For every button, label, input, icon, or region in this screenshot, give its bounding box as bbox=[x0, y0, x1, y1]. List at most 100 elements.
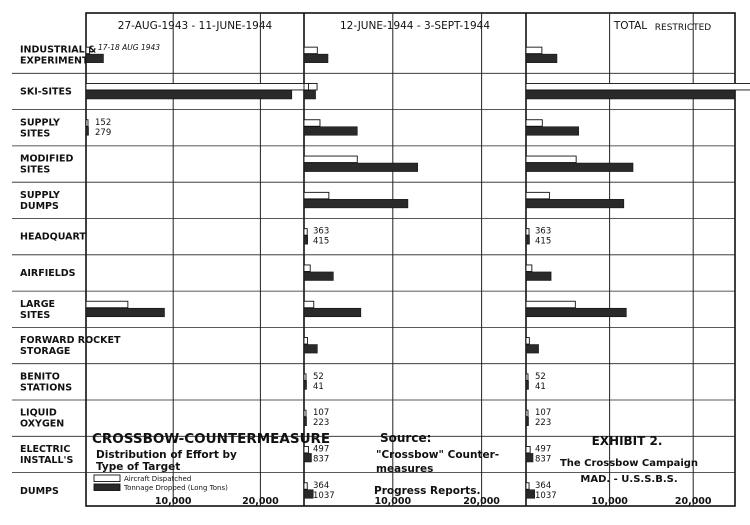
bar-tonnage bbox=[303, 90, 316, 100]
category-label: LARGE SITES bbox=[20, 299, 55, 321]
bar-tonnage bbox=[525, 453, 534, 463]
category-label-line: SKI-SITES bbox=[20, 86, 72, 97]
bar-aircraft bbox=[85, 82, 318, 91]
category-label: DUMPS bbox=[20, 486, 59, 497]
bar-tonnage bbox=[303, 271, 334, 281]
bar-aircraft bbox=[303, 337, 309, 345]
bar-aircraft bbox=[303, 228, 308, 236]
bar-aircraft bbox=[303, 264, 311, 272]
category-label-line: ELECTRIC bbox=[20, 444, 70, 455]
bar-tonnage bbox=[525, 489, 535, 499]
category-label-line: HEADQUART bbox=[20, 232, 86, 243]
source-line: Progress Reports. bbox=[374, 485, 480, 497]
bar-tonnage bbox=[525, 235, 530, 245]
data-label-aircraft: 52 bbox=[313, 372, 324, 382]
bar-aircraft bbox=[85, 119, 89, 127]
data-label-aircraft: 107 bbox=[313, 408, 329, 418]
data-label-aircraft: 364 bbox=[313, 481, 329, 491]
data-label-tonnage: 41 bbox=[313, 382, 324, 392]
bar-tonnage bbox=[85, 53, 104, 63]
chart-subtitle: Type of Target bbox=[96, 461, 180, 473]
bar-tonnage bbox=[525, 53, 558, 63]
data-label-tonnage: 41 bbox=[535, 382, 546, 392]
bar-tonnage bbox=[303, 126, 358, 136]
data-label-tonnage: 415 bbox=[535, 237, 551, 247]
bar-tonnage bbox=[303, 344, 318, 354]
category-label: SKI-SITES bbox=[20, 86, 72, 97]
bar-tonnage bbox=[303, 453, 312, 463]
category-label-line: DUMPS bbox=[20, 201, 59, 212]
category-label-line: LIQUID bbox=[20, 408, 57, 419]
annotation-note: 17-18 AUG 1943 bbox=[98, 43, 160, 52]
bar-aircraft bbox=[303, 46, 318, 55]
bar-tonnage bbox=[303, 162, 418, 172]
category-label-line: FORWARD ROCKET bbox=[20, 335, 121, 346]
x-tick-label: 20,000 bbox=[675, 496, 712, 507]
data-label-tonnage: 837 bbox=[313, 454, 329, 464]
chart-title: CROSSBOW-COUNTERMEASURE bbox=[92, 431, 330, 447]
bar-aircraft bbox=[525, 228, 530, 236]
category-label: BENITO STATIONS bbox=[20, 371, 72, 393]
category-label-line: BENITO bbox=[20, 371, 60, 382]
source-line: Source: bbox=[380, 431, 431, 445]
data-label-aircraft: 152 bbox=[95, 118, 111, 128]
legend-swatch-aircraft bbox=[93, 474, 121, 482]
data-label-aircraft: 107 bbox=[535, 408, 551, 418]
x-tick-label: 10,000 bbox=[155, 496, 192, 507]
restricted-stamp: RESTRICTED bbox=[655, 23, 712, 33]
bar-aircraft bbox=[525, 337, 530, 345]
category-label: AIRFIELDS bbox=[20, 268, 76, 279]
category-label: FORWARD ROCKET STORAGE bbox=[20, 335, 121, 357]
source-line: "Crossbow" Counter- bbox=[376, 449, 499, 461]
category-label-line: INSTALL'S bbox=[20, 455, 73, 466]
x-tick-label: 20,000 bbox=[463, 496, 500, 507]
bar-aircraft bbox=[303, 155, 358, 164]
category-label-line: SITES bbox=[20, 128, 50, 139]
data-label-tonnage: 223 bbox=[535, 418, 551, 428]
bar-aircraft bbox=[303, 373, 307, 381]
bar-aircraft bbox=[303, 446, 309, 454]
category-label: SUPPLY SITES bbox=[20, 117, 60, 139]
data-label-tonnage: 1037 bbox=[313, 491, 335, 501]
category-label-line: STORAGE bbox=[20, 346, 70, 357]
bar-aircraft bbox=[525, 82, 750, 91]
category-label: INDUSTRIAL & EXPERIMENT bbox=[20, 45, 96, 67]
category-label-line: SITES bbox=[20, 165, 50, 176]
bar-tonnage bbox=[525, 416, 529, 426]
panel-header: 12-JUNE-1944 - 3-SEPT-1944 bbox=[340, 20, 490, 32]
bar-aircraft bbox=[525, 482, 530, 490]
bar-tonnage bbox=[525, 271, 552, 281]
x-tick-label: 20,000 bbox=[242, 496, 279, 507]
bar-aircraft bbox=[85, 46, 90, 55]
panel-header: 27-AUG-1943 - 11-JUNE-1944 bbox=[118, 20, 273, 32]
bar-aircraft bbox=[525, 191, 550, 200]
bar-tonnage bbox=[303, 53, 329, 63]
bar-aircraft bbox=[525, 373, 529, 381]
data-label-tonnage: 223 bbox=[313, 418, 329, 428]
source-line: measures bbox=[376, 463, 433, 475]
bar-aircraft bbox=[525, 300, 576, 309]
bar-aircraft bbox=[303, 409, 307, 418]
data-label-aircraft: 52 bbox=[535, 372, 546, 382]
bar-tonnage bbox=[525, 380, 529, 390]
category-label: HEADQUART bbox=[20, 232, 86, 243]
category-label-line: DUMPS bbox=[20, 486, 59, 497]
bar-aircraft bbox=[303, 300, 315, 309]
x-tick-label: 10,000 bbox=[591, 496, 628, 507]
bar-tonnage bbox=[303, 416, 307, 426]
data-label-tonnage: 1037 bbox=[535, 491, 557, 501]
category-label: SUPPLY DUMPS bbox=[20, 190, 60, 212]
category-label: MODIFIED SITES bbox=[20, 154, 73, 176]
bar-tonnage bbox=[303, 307, 362, 318]
data-label-aircraft: 363 bbox=[313, 227, 329, 237]
category-label-line: SUPPLY bbox=[20, 190, 60, 201]
category-label-line: STATIONS bbox=[20, 382, 72, 393]
x-tick-label: 10,000 bbox=[374, 496, 411, 507]
exhibit-line: The Crossbow Campaign bbox=[560, 458, 698, 469]
bar-aircraft bbox=[525, 46, 543, 55]
bar-tonnage bbox=[525, 90, 736, 100]
bar-aircraft bbox=[525, 155, 577, 164]
bar-aircraft bbox=[525, 446, 531, 454]
